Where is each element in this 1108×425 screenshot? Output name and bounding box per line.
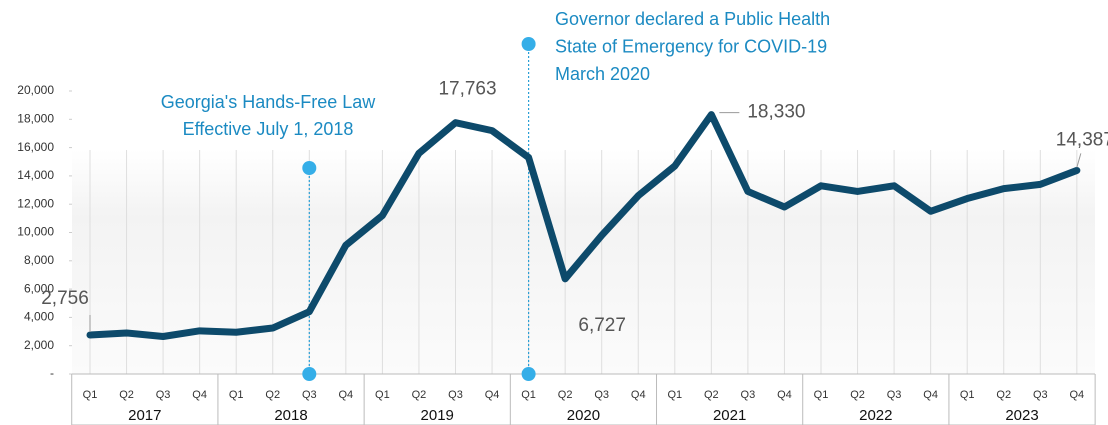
annotation-text: State of Emergency for COVID-19 [555, 36, 827, 56]
data-line [86, 111, 1081, 341]
x-tick-label: Q2 [704, 389, 719, 401]
x-tick-label: Q1 [229, 389, 244, 401]
data-label: 14,387 [1056, 129, 1108, 150]
y-tick-label: 8,000 [24, 253, 54, 267]
group-label: 2021 [713, 407, 746, 424]
y-tick-label: 16,000 [17, 140, 54, 154]
y-tick-label: 4,000 [24, 310, 54, 324]
y-tick-label: 10,000 [17, 225, 54, 239]
x-tick-label: Q1 [521, 389, 536, 401]
x-tick-label: Q2 [850, 389, 865, 401]
y-tick-label: 2,000 [24, 338, 54, 352]
data-label: 6,727 [578, 315, 626, 336]
data-label: 17,763 [438, 79, 496, 100]
x-tick-label: Q3 [887, 389, 902, 401]
x-tick-label: Q4 [777, 389, 792, 401]
y-tick-label: 14,000 [17, 168, 54, 182]
x-tick-label: Q4 [631, 389, 646, 401]
x-tick-label: Q3 [448, 389, 463, 401]
group-label: 2018 [274, 407, 307, 424]
group-label: 2020 [567, 407, 600, 424]
x-tick-label: Q2 [996, 389, 1011, 401]
annotation-dot [521, 367, 536, 381]
annotation-dot [521, 37, 536, 51]
x-tick-label: Q1 [667, 389, 682, 401]
leader-line [1076, 153, 1082, 168]
annotation-text: Effective July 1, 2018 [183, 119, 354, 139]
annotation-dot [302, 161, 317, 175]
x-tick-label: Q2 [558, 389, 573, 401]
group-label: 2022 [859, 407, 892, 424]
x-tick-label: Q4 [923, 389, 938, 401]
x-tick-label: Q3 [1033, 389, 1048, 401]
x-tick-label: Q2 [119, 389, 134, 401]
x-tick-label: Q1 [960, 389, 975, 401]
data-label: 18,330 [747, 102, 805, 123]
x-tick-label: Q3 [741, 389, 756, 401]
x-tick-label: Q2 [265, 389, 280, 401]
x-tick-label: Q4 [1070, 389, 1085, 401]
y-tick-label: 20,000 [17, 83, 54, 97]
x-tick-label: Q4 [192, 389, 207, 401]
x-tick-label: Q1 [814, 389, 829, 401]
x-tick-label: Q1 [83, 389, 98, 401]
x-tick-label: Q3 [594, 389, 609, 401]
x-tick-label: Q3 [156, 389, 171, 401]
x-tick-label: Q3 [302, 389, 317, 401]
y-tick-label: 18,000 [17, 111, 54, 125]
annotation-text: Georgia's Hands-Free Law [161, 92, 377, 112]
annotation-text: March 2020 [555, 64, 650, 84]
annotation-dot [302, 367, 317, 381]
y-tick-label: 12,000 [17, 196, 54, 210]
x-tick-label: Q2 [412, 389, 427, 401]
x-tick-label: Q4 [485, 389, 500, 401]
data-label: 2,756 [41, 288, 89, 309]
group-label: 2019 [421, 407, 454, 424]
group-label: 2017 [128, 407, 161, 424]
x-tick-label: Q4 [339, 389, 354, 401]
group-label: 2023 [1005, 407, 1038, 424]
x-tick-label: Q1 [375, 389, 390, 401]
y-tick-label: 6,000 [24, 281, 54, 295]
annotation-text: Governor declared a Public Health [555, 9, 830, 29]
y-tick-label: - [50, 366, 54, 380]
